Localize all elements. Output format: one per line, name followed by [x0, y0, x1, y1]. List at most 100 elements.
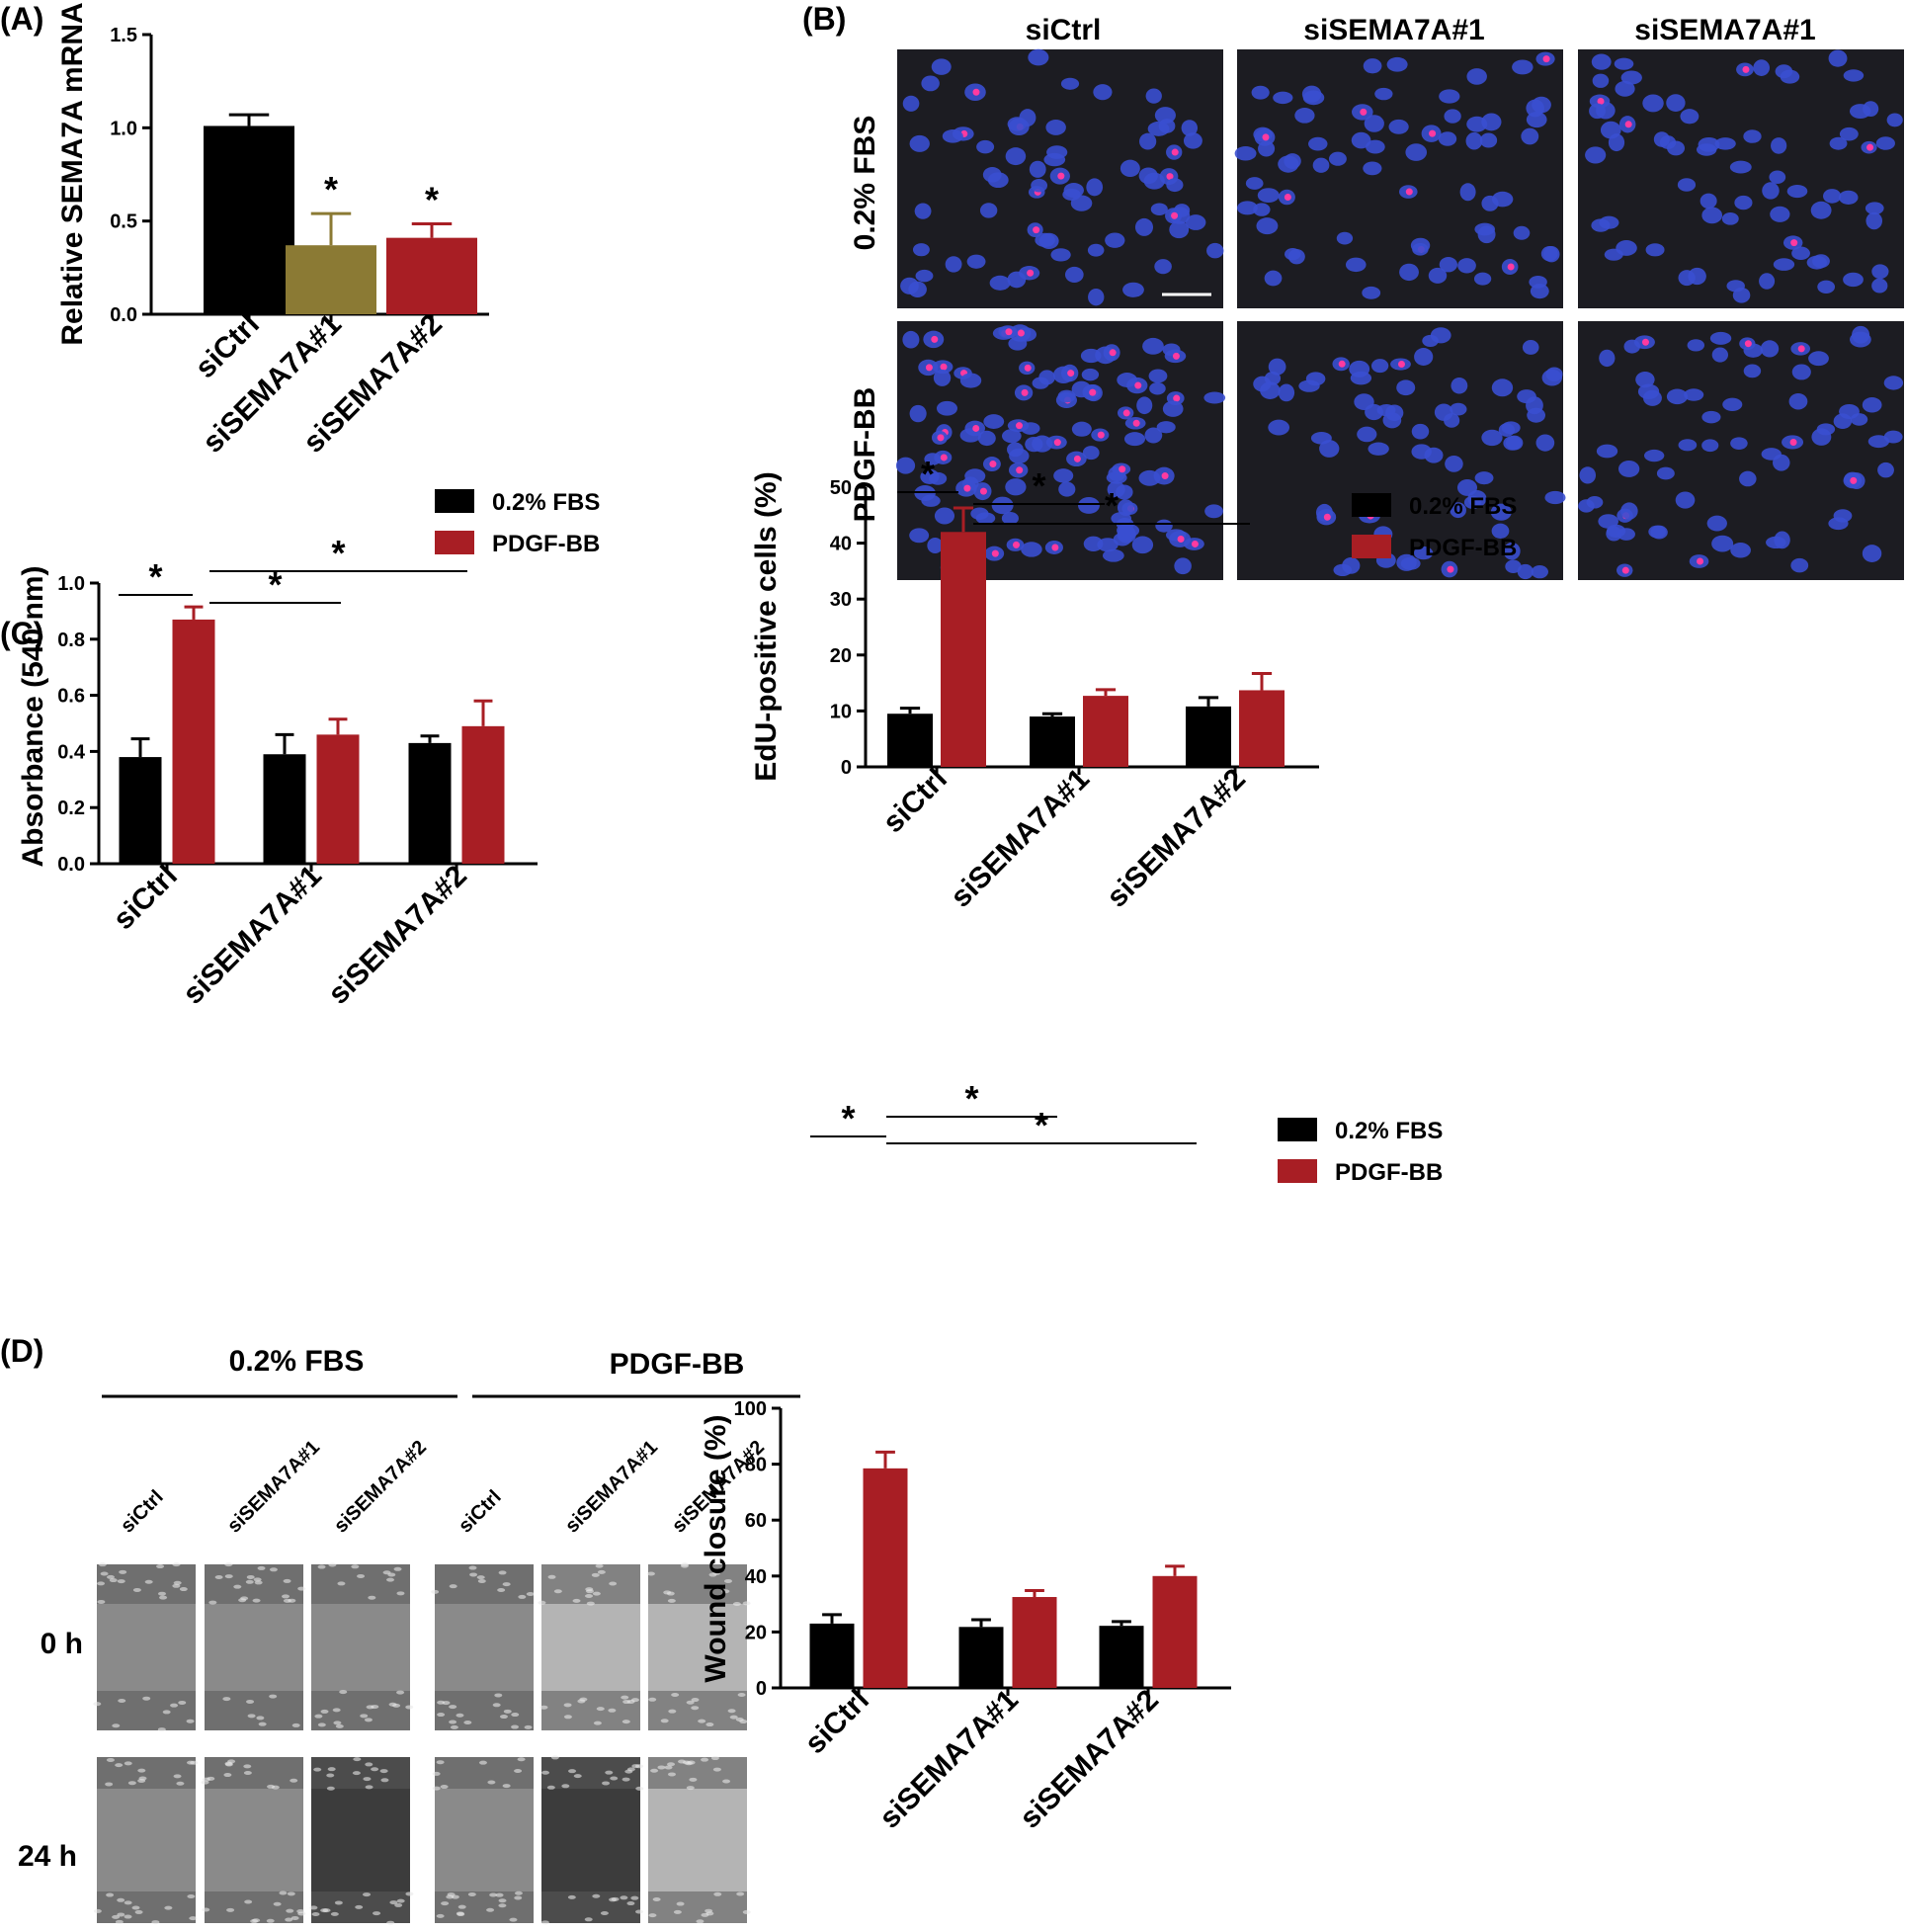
cell-texture: [243, 1770, 252, 1775]
edu-spot: [937, 434, 945, 442]
cell-texture: [379, 1769, 388, 1774]
bar: [1099, 1626, 1144, 1688]
cell-texture: [252, 1918, 261, 1923]
nucleus: [1308, 136, 1328, 151]
cell-texture: [363, 1892, 372, 1897]
x-tick-label: siCtrl: [798, 1684, 875, 1761]
cell-texture: [584, 1917, 593, 1922]
cell-texture: [100, 1571, 109, 1576]
edu-spot: [1797, 345, 1805, 353]
nucleus: [1310, 432, 1332, 445]
micrograph: [1237, 321, 1566, 580]
cell-texture: [487, 1780, 496, 1785]
y-axis-label: Absorbance (540 nm): [17, 565, 49, 867]
nucleus: [1264, 270, 1283, 287]
nucleus: [1251, 85, 1270, 100]
nucleus: [1439, 257, 1458, 273]
nucleus: [1862, 545, 1882, 562]
nucleus: [1278, 383, 1295, 402]
nucleus: [1732, 287, 1751, 303]
nucleus: [1585, 146, 1607, 164]
nucleus: [1680, 109, 1700, 125]
cell-texture: [117, 1912, 125, 1917]
nucleus: [1156, 421, 1176, 434]
panel-label-a: (A): [0, 1, 43, 37]
nucleus: [1688, 267, 1706, 286]
cell-texture: [437, 1713, 446, 1718]
cell-texture: [176, 1781, 185, 1786]
nucleus: [1501, 421, 1521, 435]
edu-spot: [1051, 544, 1059, 551]
nucleus: [1721, 212, 1739, 225]
y-tick-label: 0.6: [57, 686, 85, 708]
edu-spot: [989, 461, 997, 468]
nucleus: [1064, 266, 1084, 283]
cell-texture: [579, 1697, 588, 1702]
nucleus: [909, 404, 927, 423]
nucleus: [1122, 282, 1144, 297]
cell-texture: [389, 1900, 398, 1905]
nucleus: [1363, 161, 1382, 176]
nucleus: [1666, 94, 1686, 112]
nucleus: [1430, 327, 1451, 344]
edu-spot: [1624, 121, 1632, 128]
cell-texture: [568, 1769, 577, 1774]
nucleus: [1142, 337, 1164, 355]
nucleus: [1596, 444, 1618, 459]
cell-texture: [595, 1563, 604, 1568]
nucleus: [1762, 182, 1780, 200]
wound-image: [93, 1757, 199, 1925]
nucleus: [933, 369, 952, 386]
cell-texture: [572, 1598, 581, 1603]
edu-spot: [1284, 193, 1291, 201]
cell-texture: [291, 1722, 300, 1727]
nucleus: [895, 457, 916, 474]
nucleus: [1388, 119, 1409, 134]
nucleus: [1540, 246, 1558, 262]
nucleus: [1032, 377, 1049, 389]
cell-texture: [224, 1762, 233, 1767]
cell-texture: [386, 1577, 395, 1582]
cell-texture: [297, 1911, 306, 1916]
nucleus: [1007, 442, 1024, 458]
edu-spot: [1641, 338, 1649, 346]
nucleus: [1459, 183, 1476, 202]
y-tick-label: 40: [745, 1566, 767, 1588]
cell-texture: [626, 1901, 635, 1906]
cell-texture: [365, 1762, 373, 1767]
nucleus: [1709, 331, 1732, 345]
cell-texture: [326, 1786, 335, 1791]
cell-texture: [622, 1700, 631, 1705]
nucleus: [1370, 359, 1389, 374]
significance-star: *: [1032, 465, 1045, 506]
cell-texture: [266, 1918, 275, 1923]
cell-texture: [254, 1580, 263, 1585]
cell-texture: [269, 1694, 278, 1699]
cell-texture: [494, 1693, 503, 1698]
micrograph: [1578, 49, 1904, 308]
cell-texture: [371, 1705, 379, 1710]
nucleus: [1711, 535, 1734, 552]
bar: [461, 725, 505, 864]
cell-texture: [432, 1786, 441, 1791]
cell-texture: [432, 1771, 441, 1776]
nucleus: [1413, 546, 1434, 560]
nucleus: [1465, 131, 1483, 150]
edu-spot: [1024, 364, 1032, 372]
y-tick-label: 50: [830, 477, 852, 499]
nucleus: [1399, 263, 1419, 282]
nucleus: [1005, 478, 1027, 496]
cell-texture: [610, 1776, 619, 1781]
nucleus: [1107, 481, 1125, 498]
cell-texture: [105, 1782, 114, 1787]
cell-texture: [705, 1722, 714, 1727]
nucleus: [1491, 378, 1514, 397]
cell-texture: [624, 1769, 633, 1774]
nucleus: [977, 430, 996, 447]
nucleus: [983, 414, 1005, 429]
bar: [809, 1623, 855, 1688]
nucleus: [1001, 512, 1019, 525]
edu-spot: [1016, 422, 1024, 430]
cell-texture: [511, 1724, 520, 1729]
